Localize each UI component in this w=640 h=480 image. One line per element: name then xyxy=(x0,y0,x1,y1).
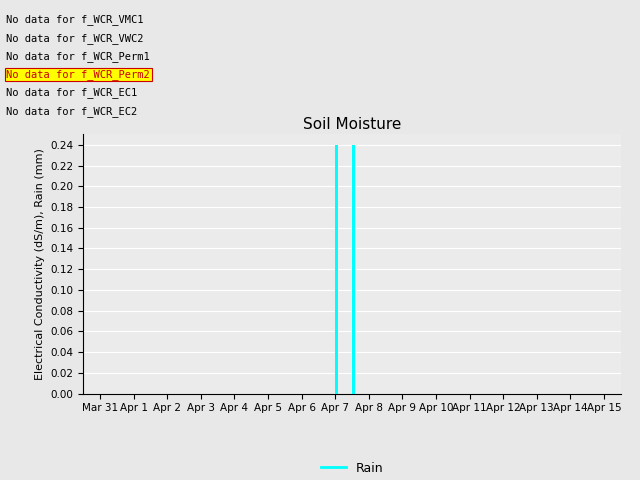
Title: Soil Moisture: Soil Moisture xyxy=(303,117,401,132)
Text: No data for f_WCR_EC1: No data for f_WCR_EC1 xyxy=(6,87,138,98)
Bar xyxy=(352,145,355,394)
Bar xyxy=(335,145,339,394)
Text: No data for f_WCR_VMC1: No data for f_WCR_VMC1 xyxy=(6,14,144,25)
Text: No data for f_WCR_VWC2: No data for f_WCR_VWC2 xyxy=(6,33,144,44)
Text: No data for f_WCR_Perm2: No data for f_WCR_Perm2 xyxy=(6,69,150,80)
Text: No data for f_WCR_Perm1: No data for f_WCR_Perm1 xyxy=(6,51,150,62)
Legend: Rain: Rain xyxy=(316,457,388,480)
Y-axis label: Electrical Conductivity (dS/m), Rain (mm): Electrical Conductivity (dS/m), Rain (mm… xyxy=(35,148,45,380)
Text: No data for f_WCR_EC2: No data for f_WCR_EC2 xyxy=(6,106,138,117)
